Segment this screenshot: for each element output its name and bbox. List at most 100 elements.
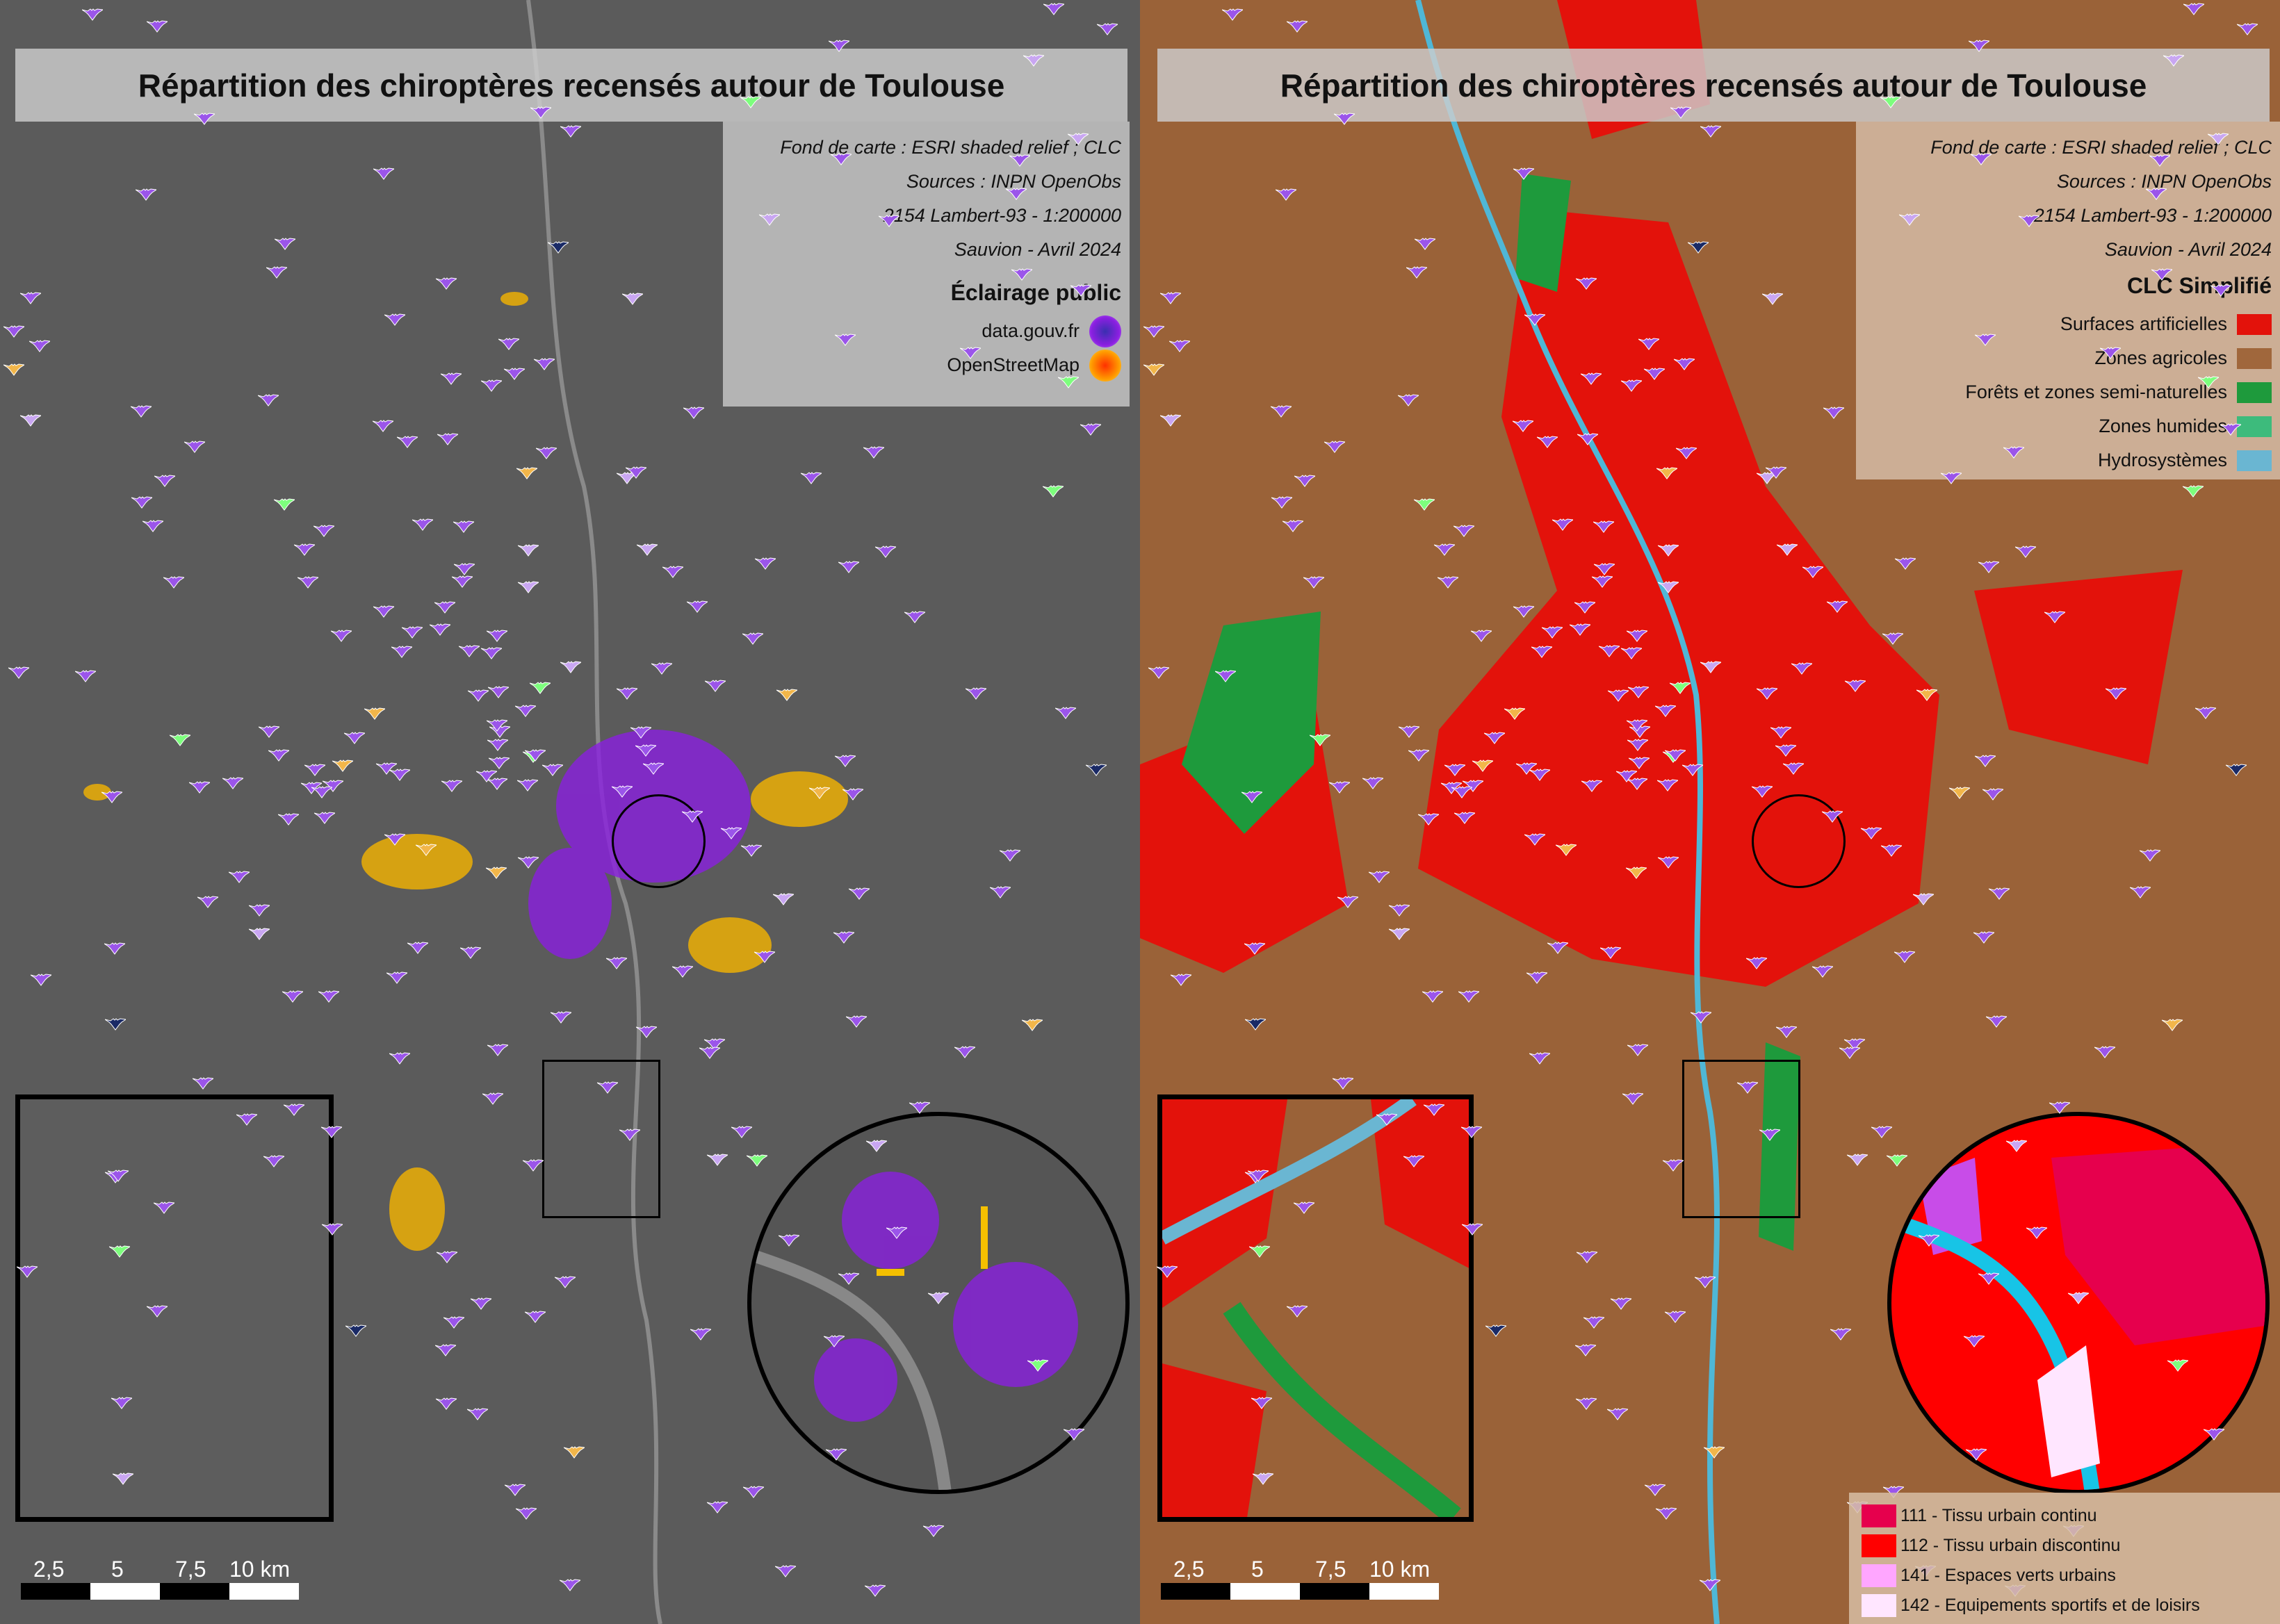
inset-extent-rect <box>1682 1060 1800 1218</box>
legend-swatch <box>2237 313 2272 335</box>
credit-author: Sauvion - Avril 2024 <box>954 239 1121 260</box>
legend-item-osm: OpenStreetMap <box>723 348 1121 382</box>
bat-icon <box>81 8 104 21</box>
bat-icon <box>1472 760 1495 772</box>
bat-icon <box>343 732 366 744</box>
bat-icon <box>1569 623 1592 636</box>
bat-icon <box>1524 313 1547 326</box>
bat-icon <box>2005 1140 2028 1153</box>
bat-icon <box>772 893 795 906</box>
bat-icon <box>486 630 508 643</box>
bat-icon <box>1699 1579 1722 1592</box>
left-map-lighting[interactable]: Répartition des chiroptères recensés aut… <box>0 0 1140 1624</box>
legend-item-clc-detail: 111 - Tissu urbain continu <box>1862 1501 2280 1531</box>
bat-icon <box>257 393 280 407</box>
osm-swatch <box>1089 349 1121 382</box>
bat-icon <box>875 545 897 558</box>
bat-icon <box>864 1584 887 1597</box>
bat-icon <box>402 626 424 639</box>
bat-icon <box>1978 561 2001 573</box>
bat-icon <box>834 755 857 768</box>
bat-icon <box>1417 813 1440 826</box>
bat-icon <box>197 895 220 908</box>
bat-icon <box>236 1113 259 1126</box>
bat-icon <box>1700 661 1722 674</box>
bat-icon <box>1433 543 1456 556</box>
bat-icon <box>1324 441 1346 453</box>
bat-icon <box>471 1297 493 1310</box>
bat-icon <box>467 1408 489 1420</box>
right-map-landcover[interactable]: Répartition des chiroptères recensés aut… <box>1140 0 2280 1624</box>
bat-icon <box>1143 325 1165 338</box>
bat-icon <box>407 942 430 955</box>
legend-label: OpenStreetMap <box>947 354 1080 375</box>
bat-icon <box>547 241 569 254</box>
bat-icon <box>758 213 781 227</box>
legend-swatch <box>1862 1594 1896 1617</box>
bat-icon <box>1362 777 1385 790</box>
legend-title: Éclairage public <box>950 280 1121 305</box>
bat-icon <box>1675 447 1698 459</box>
bat-icon <box>1965 1448 1988 1461</box>
bat-icon <box>1626 719 1649 732</box>
legend-label: Forêts et zones semi-naturelles <box>1965 382 2227 402</box>
bat-icon <box>1309 734 1332 747</box>
bat-icon <box>1337 895 1360 908</box>
bat-icon <box>1626 778 1648 791</box>
bat-icon <box>391 645 414 658</box>
bat-icon <box>454 563 476 575</box>
bat-icon <box>1694 1276 1717 1289</box>
bat-icon <box>1552 518 1574 532</box>
bat-icon <box>1408 748 1431 762</box>
bat-icon <box>415 844 438 856</box>
bat-icon <box>683 407 706 420</box>
bat-icon <box>188 781 211 794</box>
bat-icon <box>1085 764 1108 776</box>
bat-icon <box>706 1501 729 1514</box>
bat-icon <box>1871 1126 1894 1139</box>
bat-icon <box>731 1126 754 1139</box>
zoom-extent-circle <box>612 794 706 888</box>
bat-icon <box>1775 744 1797 757</box>
bat-icon <box>453 520 475 533</box>
bat-icon <box>1594 563 1616 575</box>
bat-icon <box>635 1026 658 1038</box>
bat-icon <box>1011 268 1034 281</box>
bat-icon <box>825 1448 848 1461</box>
bat-icon <box>686 600 708 614</box>
datagouv-swatch <box>1089 315 1121 347</box>
bat-icon <box>1948 786 1971 799</box>
bat-icon <box>435 1397 457 1410</box>
bat-icon <box>3 363 26 376</box>
map-title: Répartition des chiroptères recensés aut… <box>15 49 1127 122</box>
bat-icon <box>833 931 855 944</box>
bat-icon <box>1626 630 1648 643</box>
bat-icon <box>184 441 206 453</box>
bat-icon <box>1276 188 1298 201</box>
bat-icon <box>636 543 659 556</box>
bat-icon <box>389 1052 412 1065</box>
bat-icon <box>1580 372 1603 385</box>
bat-icon <box>1656 467 1679 479</box>
bat-icon <box>300 781 323 794</box>
bat-icon <box>516 467 539 479</box>
credit-projection: 2154 Lambert-93 - 1:200000 <box>2033 205 2272 226</box>
bat-icon <box>1883 1485 1905 1498</box>
bat-icon <box>922 1525 945 1537</box>
bat-icon <box>1388 928 1411 940</box>
bat-icon <box>1293 1201 1316 1214</box>
bat-icon <box>2161 1018 2184 1031</box>
bat-icon <box>321 1223 343 1236</box>
bat-icon <box>2026 1227 2049 1240</box>
bat-icon <box>2018 214 2041 227</box>
bat-icon <box>467 689 490 703</box>
bat-icon <box>1042 485 1065 498</box>
bat-icon <box>1681 763 1704 776</box>
bat-icon <box>277 813 300 826</box>
bat-icon <box>1440 781 1463 794</box>
bat-icon <box>808 786 831 799</box>
legend-swatch <box>2237 450 2272 471</box>
bat-icon <box>1287 20 1309 33</box>
bat-icon <box>517 544 540 557</box>
bat-icon <box>1397 393 1420 407</box>
